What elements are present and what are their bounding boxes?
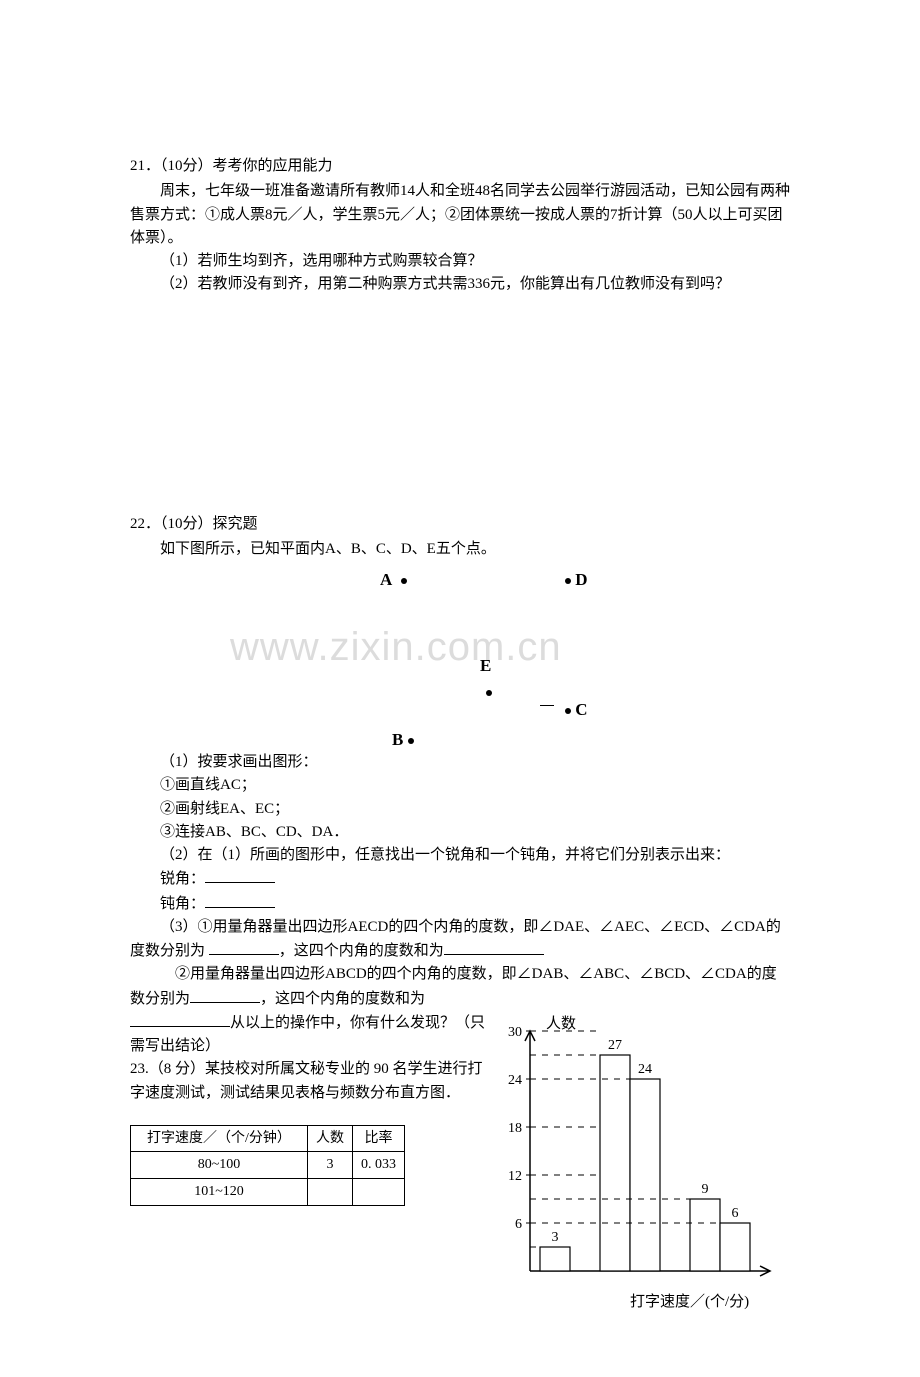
col-right: 6 12 18 24 30 3 27 24 9 6 人数 打字速度／(个/分) [490,1011,790,1331]
col-left: 从以上的操作中，你有什么发现？（只需写出结论） 23.（8 分）某技校对所属文秘… [130,1011,490,1206]
q22-s2b: 钝角： [130,892,790,916]
y-axis-label: 人数 [546,1013,576,1036]
q21-p1: 周末，七年级一班准备邀请所有教师14人和全班48名同学去公园举行游园活动，已知公… [130,180,790,250]
svg-text:27: 27 [608,1038,622,1053]
point-d: D [565,567,588,593]
point-c: C [565,697,588,723]
freq-table: 打字速度／（个/分钟） 人数 比率 80~100 3 0. 033 101~12… [130,1125,405,1206]
q22: 22．（10分）探究题 如下图所示，已知平面内A、B、C、D、E五个点。 A D… [130,513,790,1331]
th-speed: 打字速度／（个/分钟） [131,1125,308,1152]
svg-text:3: 3 [552,1230,559,1245]
th-count: 人数 [308,1125,353,1152]
points-diagram: A D E C B [380,567,680,747]
svg-text:6: 6 [732,1206,739,1221]
q21-p3: （2）若教师没有到齐，用第二种购票方式共需336元，你能算出有几位教师没有到吗？ [130,273,790,296]
q21-head: 21．（10分）考考你的应用能力 [130,155,790,178]
point-e: E [480,653,492,706]
q23-head: 23.（8 分）某技校对所属文秘专业的 90 名学生进行打字速度测试，测试结果见… [130,1058,490,1105]
q22-s1b: ②画射线EA、EC； [130,798,790,821]
svg-text:12: 12 [508,1169,522,1184]
page: 21．（10分）考考你的应用能力 周末，七年级一班准备邀请所有教师14人和全班4… [0,0,920,1377]
table-row: 101~120 [131,1179,405,1206]
x-axis-label: 打字速度／(个/分) [630,1291,749,1314]
svg-text:18: 18 [508,1121,522,1136]
q22-head: 22．（10分）探究题 [130,513,790,536]
q22-s3a: （3）①用量角器量出四边形AECD的四个内角的度数，即∠DAE、∠AEC、∠EC… [130,916,790,964]
q22-s2a: 锐角： [130,867,790,891]
svg-text:9: 9 [702,1182,709,1197]
point-a: A [380,567,407,593]
svg-text:6: 6 [515,1217,522,1232]
q21-p2: （1）若师生均到齐，选用哪种方式购票较合算？ [130,250,790,273]
svg-text:24: 24 [508,1073,522,1088]
table-row: 80~100 3 0. 033 [131,1152,405,1179]
q22-s3c: 从以上的操作中，你有什么发现？（只需写出结论） [130,1011,490,1059]
point-b: B [392,727,414,753]
q22-s1: （1）按要求画出图形： [130,751,790,774]
q22-s1a: ①画直线AC； [130,774,790,797]
q21: 21．（10分）考考你的应用能力 周末，七年级一班准备邀请所有教师14人和全班4… [130,155,790,297]
hist-svg: 6 12 18 24 30 3 27 24 9 6 [490,1011,790,1331]
q22-s1c: ③连接AB、BC、CD、DA． [130,821,790,844]
q22-s3b: ②用量角器量出四边形ABCD的四个内角的度数，即∠DAB、∠ABC、∠BCD、∠… [130,963,790,1011]
histogram: 6 12 18 24 30 3 27 24 9 6 人数 打字速度／(个/分) [490,1011,790,1331]
th-ratio: 比率 [353,1125,405,1152]
spacer [130,303,790,513]
dash-mark [540,705,554,706]
svg-text:24: 24 [638,1062,652,1077]
q22-s2: （2）在（1）所画的图形中，任意找出一个锐角和一个钝角，并将它们分别表示出来： [130,844,790,867]
q22-intro: 如下图所示，已知平面内A、B、C、D、E五个点。 [130,538,790,561]
row-q23: 从以上的操作中，你有什么发现？（只需写出结论） 23.（8 分）某技校对所属文秘… [130,1011,790,1331]
svg-text:30: 30 [508,1025,522,1040]
table-header-row: 打字速度／（个/分钟） 人数 比率 [131,1125,405,1152]
